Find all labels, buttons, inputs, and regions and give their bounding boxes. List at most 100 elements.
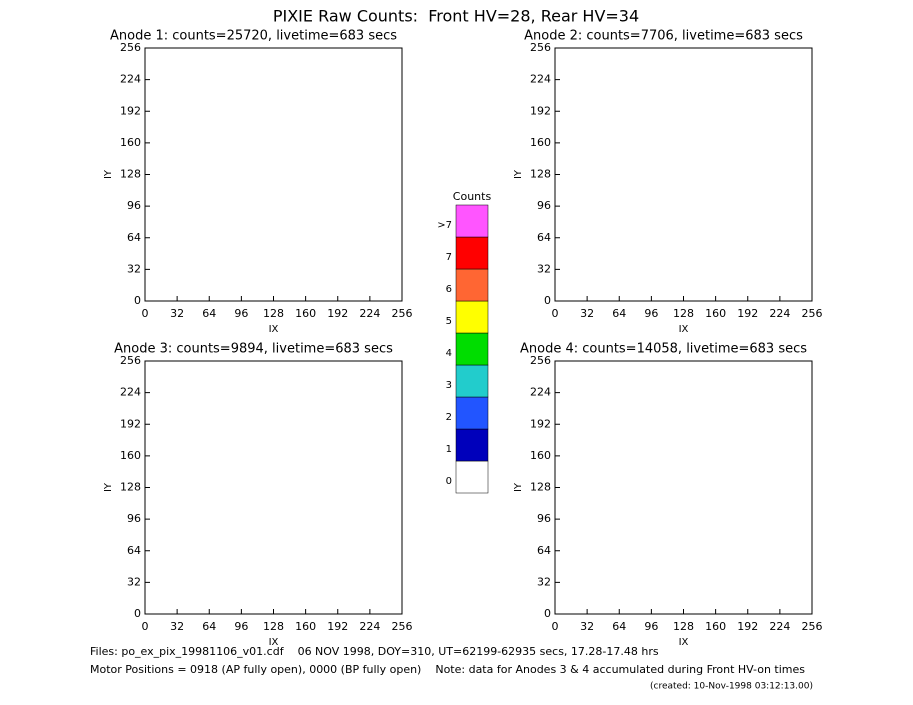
x-tick-label: 96 [644,307,658,320]
colorbar-swatch [455,268,489,302]
x-tick-label: 192 [327,620,348,633]
colorbar-swatch [455,428,489,462]
x-tick-label: 0 [142,620,149,633]
y-tick-label: 0 [134,294,141,307]
colorbar-label: 2 [446,412,452,423]
colorbar-label: 6 [446,284,452,295]
x-axis-label: IX [679,324,689,335]
y-tick-label: 160 [530,136,551,149]
x-tick-label: 32 [580,307,594,320]
x-tick-label: 128 [673,620,694,633]
colorbar-title: Counts [453,190,492,203]
y-tick-label: 160 [120,449,141,462]
plot-frame [144,360,403,615]
y-tick-label: 96 [127,512,141,525]
x-tick-label: 224 [359,620,380,633]
y-tick-label: 160 [530,449,551,462]
x-tick-label: 128 [673,307,694,320]
y-tick-label: 256 [120,354,141,367]
colorbar-swatch [455,396,489,430]
x-tick-label: 96 [644,620,658,633]
colorbar-label: 3 [446,380,452,391]
panel-title: Anode 3: counts=9894, livetime=683 secs [114,342,393,357]
y-tick-label: 128 [120,168,141,181]
footer-line: Motor Positions = 0918 (AP fully open), … [90,663,805,676]
y-tick-label: 0 [544,607,551,620]
x-tick-label: 160 [295,307,316,320]
footer-line: Files: po_ex_pix_19981106_v01.cdf 06 NOV… [90,645,659,658]
x-tick-label: 224 [769,620,790,633]
x-axis-label: IX [679,637,689,648]
y-tick-label: 192 [530,417,551,430]
y-tick-label: 224 [530,386,551,399]
x-tick-label: 256 [802,307,823,320]
x-tick-label: 32 [170,620,184,633]
x-tick-label: 32 [580,620,594,633]
x-tick-label: 192 [737,307,758,320]
colorbar-label: >7 [437,220,452,231]
y-tick-label: 32 [537,262,551,275]
x-tick-label: 64 [612,620,626,633]
y-tick-label: 128 [530,168,551,181]
x-tick-label: 128 [263,307,284,320]
x-tick-label: 0 [142,307,149,320]
x-tick-label: 64 [202,307,216,320]
y-tick-label: 32 [127,262,141,275]
x-tick-label: 160 [295,620,316,633]
x-tick-label: 64 [612,307,626,320]
colorbar-swatch [455,236,489,270]
colorbar-label: 7 [446,252,452,263]
y-tick-label: 64 [537,544,551,557]
figure-title: PIXIE Raw Counts: Front HV=28, Rear HV=3… [273,7,639,26]
x-tick-label: 192 [327,307,348,320]
y-tick-label: 224 [530,73,551,86]
x-axis-label: IX [269,637,279,648]
colorbar-swatch [455,364,489,398]
y-tick-label: 96 [537,199,551,212]
colorbar-swatch [455,300,489,334]
colorbar-swatch [455,460,489,494]
y-tick-label: 32 [537,575,551,588]
y-tick-label: 192 [530,104,551,117]
y-tick-label: 256 [120,41,141,54]
x-tick-label: 160 [705,307,726,320]
y-tick-label: 256 [530,41,551,54]
colorbar-label: 1 [446,444,452,455]
y-tick-label: 224 [120,73,141,86]
colorbar-swatch [455,204,489,238]
y-tick-label: 96 [537,512,551,525]
y-axis-label: IY [513,482,524,492]
x-tick-label: 32 [170,307,184,320]
x-tick-label: 160 [705,620,726,633]
x-tick-label: 256 [392,307,413,320]
plot-frame [554,47,813,302]
x-tick-label: 256 [392,620,413,633]
y-tick-label: 128 [120,481,141,494]
y-tick-label: 192 [120,104,141,117]
x-tick-label: 96 [234,307,248,320]
x-tick-label: 224 [359,307,380,320]
y-tick-label: 0 [134,607,141,620]
y-tick-label: 64 [127,544,141,557]
colorbar-label: 4 [446,348,452,359]
x-tick-label: 0 [552,620,559,633]
y-tick-label: 256 [530,354,551,367]
panel-title: Anode 2: counts=7706, livetime=683 secs [524,29,803,44]
y-tick-label: 64 [127,231,141,244]
x-tick-label: 128 [263,620,284,633]
colorbar-swatch [455,332,489,366]
panel-title: Anode 1: counts=25720, livetime=683 secs [110,29,397,44]
y-tick-label: 160 [120,136,141,149]
y-axis-label: IY [103,482,114,492]
y-axis-label: IY [103,169,114,179]
y-tick-label: 192 [120,417,141,430]
colorbar-label: 0 [446,476,452,487]
y-tick-label: 96 [127,199,141,212]
panel-title: Anode 4: counts=14058, livetime=683 secs [520,342,807,357]
y-tick-label: 128 [530,481,551,494]
y-tick-label: 32 [127,575,141,588]
x-tick-label: 256 [802,620,823,633]
footer-line: (created: 10-Nov-1998 03:12:13.00) [650,682,813,692]
x-tick-label: 192 [737,620,758,633]
